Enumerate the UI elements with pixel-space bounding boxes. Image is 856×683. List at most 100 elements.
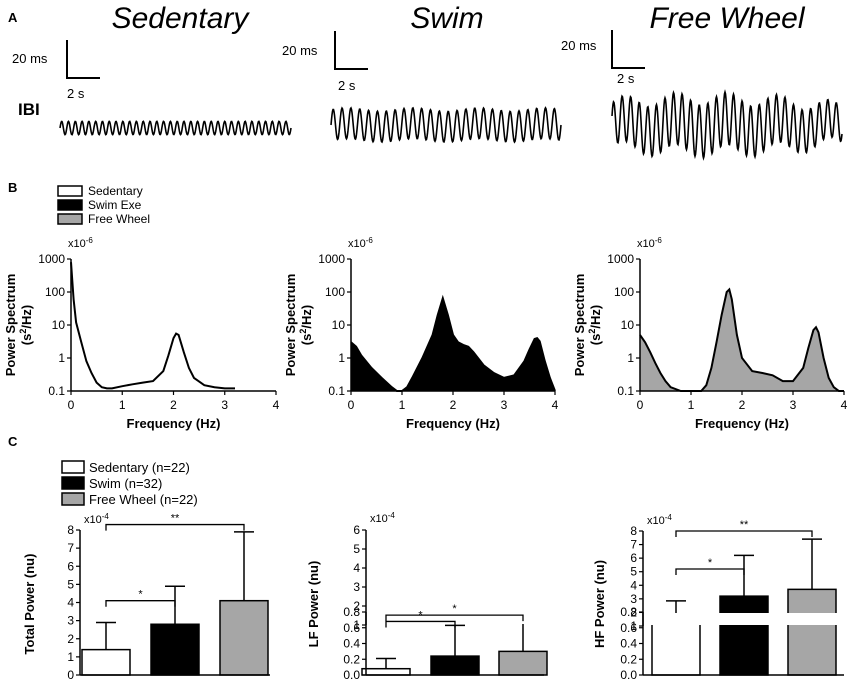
y-tick-label: 4 xyxy=(67,596,74,610)
bar-swim xyxy=(430,655,480,676)
legend-swatch-sedentary xyxy=(57,185,83,197)
y-tick-label: 5 xyxy=(67,577,74,591)
panel-label-a: A xyxy=(8,10,18,25)
multiplier-label: x10-6 xyxy=(348,236,373,250)
ibi-label: IBI xyxy=(18,100,40,119)
y-tick-label: 100 xyxy=(614,285,634,299)
axis-break-gap xyxy=(368,613,546,624)
y-tick-label: 1 xyxy=(630,619,637,633)
legend-label: Free Wheel xyxy=(88,212,150,226)
y-tick-label: 8 xyxy=(630,524,637,538)
x-tick-label: 1 xyxy=(399,398,406,412)
y-tick-label: 7 xyxy=(630,538,637,552)
scale-y-label: 20 ms xyxy=(282,43,318,58)
y-tick-label: 4 xyxy=(353,561,360,575)
y-axis-units: (s2/Hz) xyxy=(298,305,314,345)
y-tick-label: 10 xyxy=(332,318,346,332)
significance-label: * xyxy=(708,557,713,569)
y-tick-label: 5 xyxy=(353,542,360,556)
y-tick-label: 0.0 xyxy=(620,668,637,682)
significance-bracket xyxy=(105,600,176,607)
multiplier-label: x10-6 xyxy=(68,236,93,250)
y-tick-label: 0.8 xyxy=(343,605,360,619)
significance-label: * xyxy=(452,603,457,615)
multiplier-label: x10-4 xyxy=(647,513,672,527)
y-tick-label: 1000 xyxy=(607,252,634,266)
y-axis-label: Power Spectrum xyxy=(3,274,18,377)
multiplier-label: x10-4 xyxy=(84,512,109,526)
y-tick-label: 0.8 xyxy=(620,605,637,619)
y-tick-label: 0.1 xyxy=(48,384,65,398)
spectrum-line xyxy=(639,287,844,392)
x-axis-label: Frequency (Hz) xyxy=(406,416,500,431)
ibi-trace-sedentary xyxy=(59,120,292,136)
significance-bracket xyxy=(675,568,745,575)
y-tick-label: 3 xyxy=(630,592,637,606)
significance-bracket xyxy=(105,523,245,531)
y-tick-label: 100 xyxy=(45,285,65,299)
x-tick-label: 3 xyxy=(790,398,797,412)
legend-swatch-free-wheel xyxy=(57,213,83,225)
multiplier-label: x10-4 xyxy=(370,511,395,525)
y-tick-label: 0.2 xyxy=(343,652,360,666)
bar-swim xyxy=(150,623,200,676)
y-tick-label: 10 xyxy=(52,318,66,332)
spectrum-area xyxy=(640,289,844,391)
ibi-trace-free-wheel xyxy=(611,89,843,161)
y-axis-label: HF Power (nu) xyxy=(592,560,607,648)
legend-swatch-sedentary xyxy=(61,460,85,474)
y-axis-label: Power Spectrum xyxy=(572,274,587,377)
y-tick-label: 1 xyxy=(353,618,360,632)
y-tick-label: 0.4 xyxy=(620,637,637,651)
y-tick-label: 2 xyxy=(67,632,74,646)
x-axis-label: Frequency (Hz) xyxy=(127,416,221,431)
x-tick-label: 2 xyxy=(170,398,177,412)
legend-label: Sedentary xyxy=(88,184,143,198)
scale-bar-free-wheel: 20 ms 2 s xyxy=(561,30,645,86)
x-tick-label: 4 xyxy=(273,398,280,412)
y-tick-label: 0 xyxy=(67,668,74,682)
y-tick-label: 0.1 xyxy=(617,384,634,398)
scale-y-label: 20 ms xyxy=(12,51,48,66)
spectrum-free-wheel: 0.1 1 10 100 1000 0 1 2 3 4 Frequency (Hz) x10-6 Pow… xyxy=(572,236,848,431)
y-axis-units: (s2/Hz) xyxy=(18,305,34,345)
y-tick-label: 6 xyxy=(630,551,637,565)
y-tick-label: 2 xyxy=(630,605,637,619)
scale-x-label: 2 s xyxy=(67,86,85,101)
y-tick-label: 3 xyxy=(353,580,360,594)
y-tick-label: 0.6 xyxy=(343,621,360,635)
bar-sedentary xyxy=(81,648,131,676)
legend-swatch-swim xyxy=(61,476,85,490)
y-axis-label: Power Spectrum xyxy=(283,274,298,377)
y-tick-label: 2 xyxy=(353,599,360,613)
scale-bar-swim: 20 ms 2 s xyxy=(282,31,368,93)
bar-sedentary xyxy=(361,667,411,676)
panel-label-b: B xyxy=(8,180,17,195)
y-axis-units: (s2/Hz) xyxy=(587,305,603,345)
y-axis-label: LF Power (nu) xyxy=(306,561,321,648)
bar-swim xyxy=(719,595,769,676)
significance-label: ** xyxy=(171,513,180,525)
y-tick-label: 3 xyxy=(67,614,74,628)
y-tick-label: 1000 xyxy=(318,252,345,266)
bar-free-wheel xyxy=(787,588,837,676)
x-tick-label: 0 xyxy=(348,398,355,412)
spectrum-line xyxy=(70,262,235,390)
spectrum-area xyxy=(351,298,555,391)
legend-label: Swim Exe xyxy=(88,198,142,212)
significance-bracket xyxy=(385,620,456,628)
legend-label: Swim (n=32) xyxy=(89,476,162,491)
legend-swatch-swim xyxy=(57,199,83,211)
y-tick-label: 7 xyxy=(67,541,74,555)
axis-break-gap xyxy=(645,613,846,625)
significance-label: ** xyxy=(740,519,749,531)
x-tick-label: 0 xyxy=(68,398,75,412)
x-tick-label: 1 xyxy=(119,398,126,412)
y-tick-label: 6 xyxy=(353,523,360,537)
y-tick-label: 8 xyxy=(67,523,74,537)
scale-bar-sedentary: 20 ms 2 s xyxy=(12,40,100,101)
y-tick-label: 0.2 xyxy=(620,652,637,666)
legend-label: Free Wheel (n=22) xyxy=(89,492,198,507)
legend-b: Sedentary Swim Exe Free Wheel xyxy=(57,184,150,226)
